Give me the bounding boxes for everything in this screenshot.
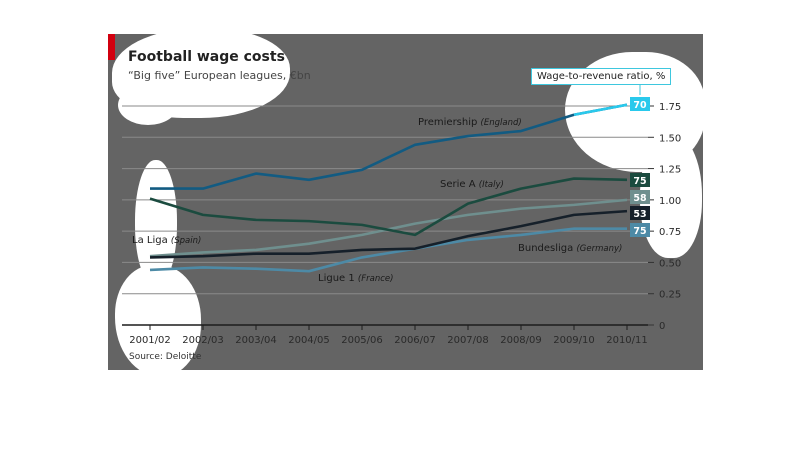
y-tick-label: 1.00 <box>659 196 681 207</box>
ligue_1-ratio-value: 75 <box>633 226 646 237</box>
y-tick-label: 0 <box>659 321 665 332</box>
bundesliga-ratio-value: 53 <box>633 209 646 220</box>
y-tick-label: 1.25 <box>659 165 681 176</box>
ratio-legend: Wage-to-revenue ratio, % <box>531 68 672 85</box>
axis-blotch <box>640 132 702 258</box>
serie_a-line <box>149 177 628 237</box>
source-note: Source: Deloitte <box>129 352 202 362</box>
red-tag <box>108 34 115 60</box>
y-tick-label: 1.50 <box>659 133 681 144</box>
y-tick-label: 1.75 <box>659 102 681 113</box>
x-tick-label: 2007/08 <box>447 335 489 346</box>
premiership-ratio-badge <box>630 97 650 111</box>
ligue_1-ratio-badge <box>630 223 650 237</box>
x-tick-label: 2004/05 <box>288 335 330 346</box>
y-tick-label: 0.50 <box>659 258 681 269</box>
x-tick-label: 2008/09 <box>500 335 542 346</box>
la_liga-ratio-value: 58 <box>633 193 647 204</box>
x-tick-label: 2005/06 <box>341 335 383 346</box>
x-tick-label: 2006/07 <box>394 335 436 346</box>
x-tick-label: 2003/04 <box>235 335 277 346</box>
la_liga-ratio-badge <box>630 190 650 204</box>
premiership-label: Premiership (England) <box>418 117 522 128</box>
premiership-highlight-line <box>573 103 628 117</box>
y-tick-label: 0.75 <box>659 227 681 238</box>
chart-title: Football wage costs <box>128 49 285 65</box>
title-block: Football wage costs “Big five” European … <box>128 49 311 82</box>
bundesliga-line <box>149 209 628 259</box>
x-tick-label: 2002/03 <box>182 335 224 346</box>
x-tick-label: 2001/02 <box>129 335 171 346</box>
serie_a-ratio-value: 75 <box>633 176 646 187</box>
premiership-line <box>150 103 628 190</box>
left-blotch-lower <box>115 265 201 377</box>
serie_a-ratio-badge <box>630 173 650 187</box>
title-blotch-tail <box>118 85 178 125</box>
serie_a-label: Serie A (Italy) <box>440 179 504 190</box>
bundesliga-label: Bundesliga (Germany) <box>518 243 622 254</box>
chart-subtitle: “Big five” European leagues, €bn <box>128 69 311 82</box>
ligue_1-label: Ligue 1 (France) <box>318 273 393 284</box>
y-tick-label: 0.25 <box>659 290 681 301</box>
x-tick-label: 2010/11 <box>606 335 648 346</box>
ligue_1-line <box>149 227 627 273</box>
bundesliga-ratio-badge <box>630 206 650 220</box>
la_liga-label: La Liga (Spain) <box>132 235 201 246</box>
premiership-ratio-value: 70 <box>633 100 647 111</box>
x-tick-label: 2009/10 <box>553 335 595 346</box>
